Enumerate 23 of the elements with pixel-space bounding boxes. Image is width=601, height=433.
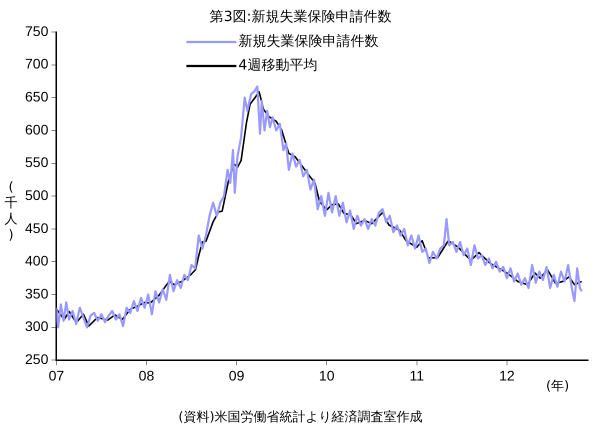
y-tick-label: 550	[25, 154, 49, 170]
x-tick-label: 09	[228, 367, 245, 384]
y-tick-label: 500	[25, 186, 49, 203]
y-tick-label: 450	[25, 220, 49, 236]
y-tick-label: 300	[25, 318, 49, 334]
text: (資料)米国労働省統計より経済調査室作成	[177, 409, 424, 426]
y-tick-label: 700	[25, 56, 49, 72]
y-tick-label: 650	[25, 88, 49, 104]
chart-title: 第3図:新規失業保険申請件数	[210, 9, 392, 25]
x-tick-label: 10	[318, 367, 335, 384]
x-axis-title: (年)	[546, 378, 570, 395]
x-tick-label: 12	[499, 367, 515, 384]
y-tick-label: 750	[25, 22, 49, 39]
y-tick-label: 350	[25, 285, 49, 302]
y-axis-title: (千人)	[4, 180, 18, 244]
legend-label: 4週移動平均	[238, 58, 318, 74]
y-tick-label: 400	[25, 252, 49, 269]
x-tick-label: 08	[138, 367, 154, 384]
y-tick-label: 250	[25, 351, 49, 368]
y-tick-label: 600	[25, 121, 49, 138]
legend-label: 新規失業保険申請件数	[238, 34, 378, 50]
x-tick-label: 07	[48, 367, 64, 384]
x-tick-label: 11	[410, 367, 424, 384]
